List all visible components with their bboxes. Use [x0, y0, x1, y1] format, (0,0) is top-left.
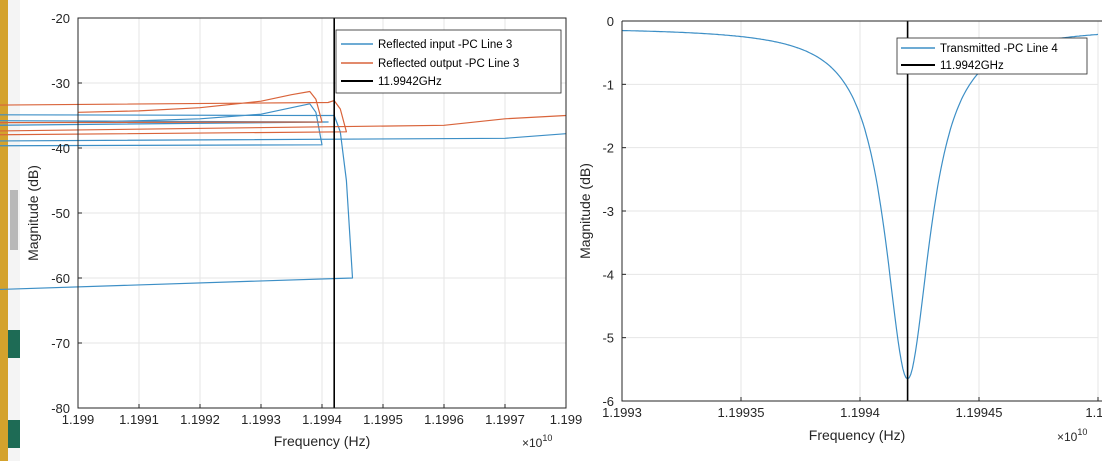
x-tick-labels: 1.1993 1.19935 1.1994 1.19945 1.19 — [602, 405, 1102, 420]
x-tick-label: 1.1994 — [302, 412, 342, 427]
y-tick-label: -3 — [602, 204, 614, 219]
y-tick-label: -4 — [602, 267, 614, 282]
window-edge-gold — [0, 0, 8, 461]
y-tick-label: -50 — [51, 206, 70, 221]
x-tick-label: 1.19935 — [718, 405, 765, 420]
window-edge-strip — [0, 0, 20, 461]
y-axis-label: Magnitude (dB) — [25, 165, 41, 261]
x-tick-label: 1.1993 — [602, 405, 642, 420]
legend: Reflected input -PC Line 3 Reflected out… — [335, 29, 562, 94]
y-tick-label: -70 — [51, 336, 70, 351]
window-edge-green-block-2 — [8, 420, 20, 448]
x-tick-label: 1.19 — [1085, 405, 1102, 420]
plot-frame — [77, 17, 567, 409]
y-tick-label: -20 — [51, 11, 70, 26]
y-tick-label: -6 — [602, 394, 614, 409]
series-layer — [0, 18, 567, 408]
legend-label-marker: 11.9942GHz — [378, 76, 442, 88]
window-edge-green-block — [8, 330, 20, 358]
series-line-0 — [0, 103, 567, 291]
x-tick-label: 1.1996 — [424, 412, 464, 427]
x-tick-label: 1.1993 — [241, 412, 281, 427]
x-tick-label: 1.199 — [550, 412, 583, 427]
y-tick-label: 0 — [607, 14, 614, 29]
x-axis-label: Frequency (Hz) — [809, 427, 905, 443]
x-tick-label: 1.1997 — [485, 412, 525, 427]
x-axis-label: Frequency (Hz) — [274, 433, 370, 449]
legend: Transmitted -PC Line 4 11.9942GHz — [896, 37, 1088, 75]
y-tick-label: -40 — [51, 141, 70, 156]
x-tick-label: 1.1991 — [119, 412, 159, 427]
x-tick-labels: 1.199 1.1991 1.1992 1.1993 1.1994 1.1995 1.199… — [62, 412, 583, 427]
legend-box — [896, 37, 1088, 75]
reflected-chart: 1.199 1.1991 1.1992 1.1993 1.1994 1.1995 1.199… — [0, 11, 582, 450]
plot-frame — [621, 21, 1102, 402]
y-tick-labels: -20 -30 -40 -50 -60 -70 -80 — [51, 11, 70, 416]
legend-box — [335, 29, 562, 94]
y-tick-label: -30 — [51, 76, 70, 91]
transmitted-chart: 1.1993 1.19935 1.1994 1.19945 1.19 0 -1 -2 -3 -4… — [577, 14, 1102, 444]
x-tick-label: 1.1992 — [180, 412, 220, 427]
x-tick-label: 1.199 — [62, 412, 95, 427]
y-tick-label: -80 — [51, 401, 70, 416]
y-tick-label: -60 — [51, 271, 70, 286]
window-edge-grey-block — [10, 190, 18, 250]
legend-label-reflected-input: Reflected input -PC Line 3 — [378, 39, 512, 51]
y-tick-label: -5 — [602, 331, 614, 346]
x-exponent-label: ×1010 — [522, 433, 552, 450]
y-axis-label: Magnitude (dB) — [577, 163, 593, 259]
x-tick-label: 1.1994 — [840, 405, 880, 420]
legend-label-reflected-output: Reflected output -PC Line 3 — [378, 58, 519, 70]
x-tick-label: 1.1995 — [363, 412, 403, 427]
x-exponent-label: ×1010 — [1057, 427, 1087, 444]
legend-label-marker: 11.9942GHz — [940, 60, 1004, 72]
legend-label-transmitted: Transmitted -PC Line 4 — [940, 43, 1058, 55]
y-tick-labels: 0 -1 -2 -3 -4 -5 -6 — [602, 14, 614, 409]
x-tick-label: 1.19945 — [956, 405, 1003, 420]
y-tick-label: -2 — [602, 141, 614, 156]
y-tick-label: -1 — [602, 77, 614, 92]
